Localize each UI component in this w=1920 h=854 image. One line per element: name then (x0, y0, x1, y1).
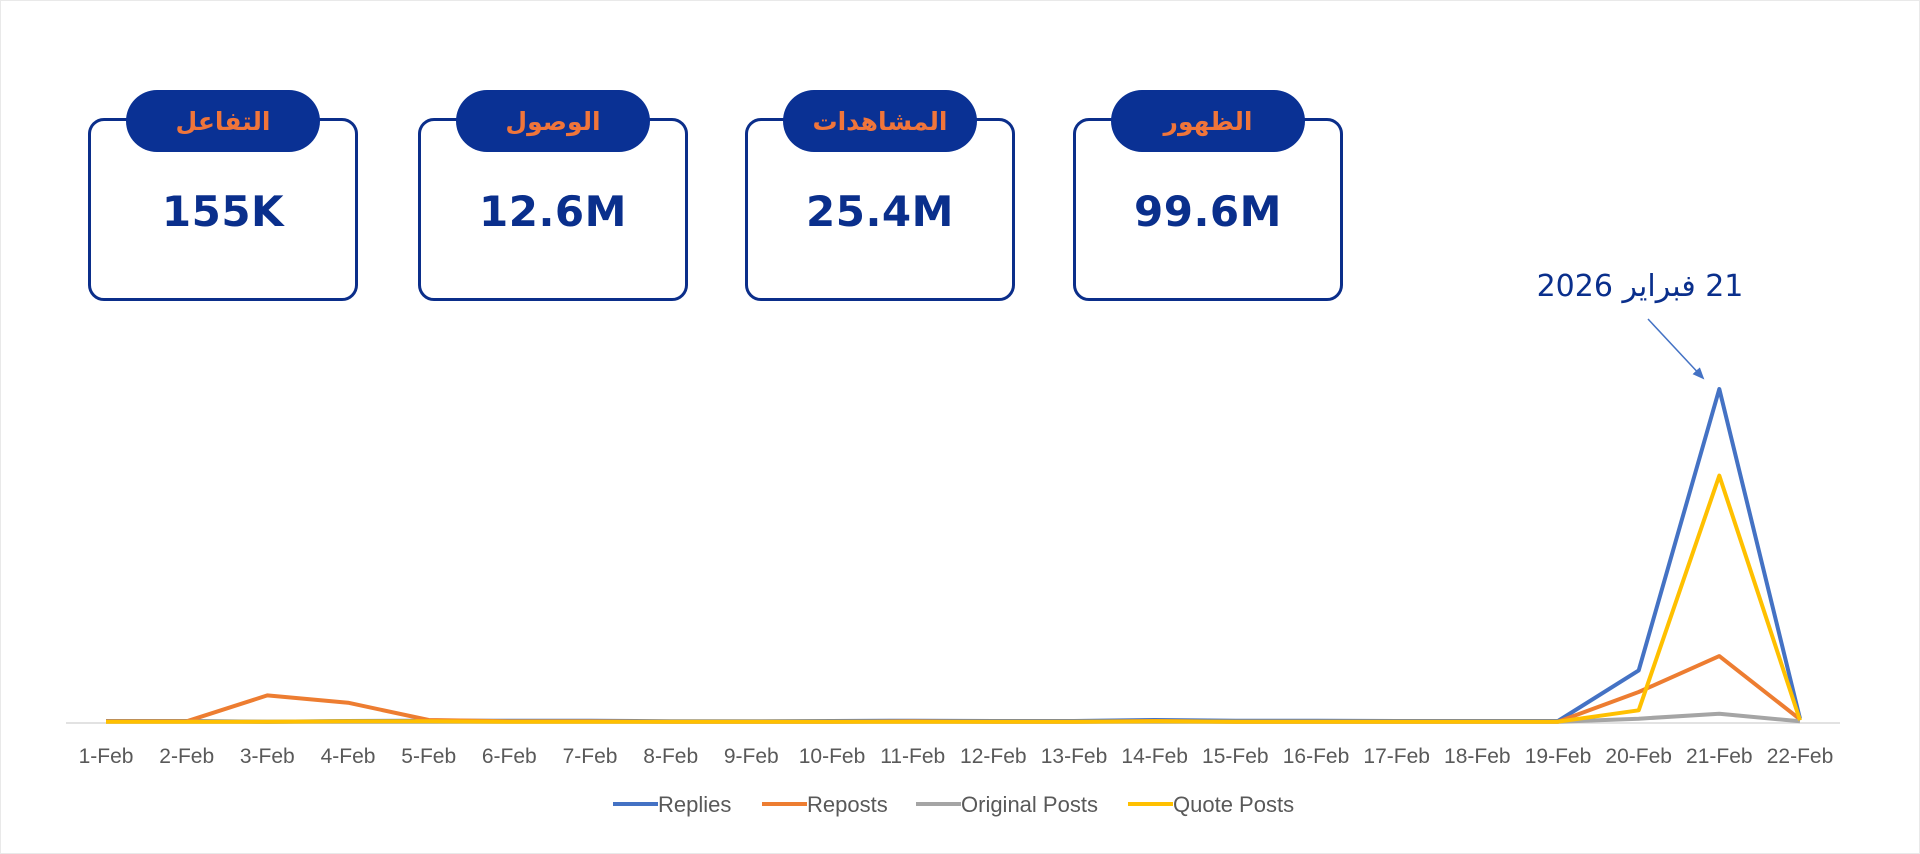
x-tick-label: 10-Feb (799, 745, 866, 768)
x-tick-label: 18-Feb (1444, 745, 1511, 768)
peak-annotation-label: 21 فبراير 2026 (1537, 269, 1744, 304)
x-tick-label: 16-Feb (1283, 745, 1350, 768)
x-tick-label: 9-Feb (724, 745, 779, 768)
kpi-label-reach: الوصول (456, 90, 650, 152)
kpi-value-impressions: 99.6M (1134, 187, 1282, 236)
kpi-value-reach: 12.6M (479, 187, 627, 236)
kpi-card-engagement: التفاعل 155K (88, 90, 358, 301)
x-tick-label: 1-Feb (79, 745, 134, 768)
x-tick-label: 2-Feb (159, 745, 214, 768)
kpi-card-reach: الوصول 12.6M (418, 90, 688, 301)
kpi-card-impressions: الظهور 99.6M (1073, 90, 1343, 301)
legend-label: Replies (658, 792, 731, 817)
x-tick-label: 4-Feb (321, 745, 376, 768)
x-tick-label: 11-Feb (880, 745, 945, 768)
kpi-value-engagement: 155K (161, 187, 285, 236)
kpi-label-impressions: الظهور (1111, 90, 1305, 152)
series-line-quote-posts (106, 473, 1802, 724)
kpi-value-views: 25.4M (806, 187, 954, 236)
legend-label: Original Posts (961, 792, 1098, 817)
kpi-label-engagement: التفاعل (126, 90, 320, 152)
x-tick-label: 7-Feb (563, 745, 618, 768)
series-line-reposts (106, 654, 1802, 724)
kpi-label-views: المشاهدات (783, 90, 977, 152)
x-tick-label: 12-Feb (960, 745, 1027, 768)
legend-label: Reposts (807, 792, 888, 817)
x-tick-label: 8-Feb (643, 745, 698, 768)
legend-label: Quote Posts (1173, 792, 1294, 817)
x-tick-label: 15-Feb (1202, 745, 1269, 768)
x-tick-label: 14-Feb (1121, 745, 1188, 768)
x-tick-label: 5-Feb (401, 745, 456, 768)
x-tick-label: 22-Feb (1767, 745, 1834, 768)
x-tick-label: 20-Feb (1605, 745, 1672, 768)
peak-annotation-arrow (1647, 318, 1705, 380)
x-tick-label: 3-Feb (240, 745, 295, 768)
series-line-replies (106, 387, 1802, 724)
x-tick-label: 13-Feb (1041, 745, 1108, 768)
x-tick-label: 17-Feb (1363, 745, 1430, 768)
x-tick-label: 6-Feb (482, 745, 537, 768)
x-tick-label: 19-Feb (1525, 745, 1592, 768)
kpi-card-views: المشاهدات 25.4M (745, 90, 1015, 301)
x-tick-label: 21-Feb (1686, 745, 1753, 768)
